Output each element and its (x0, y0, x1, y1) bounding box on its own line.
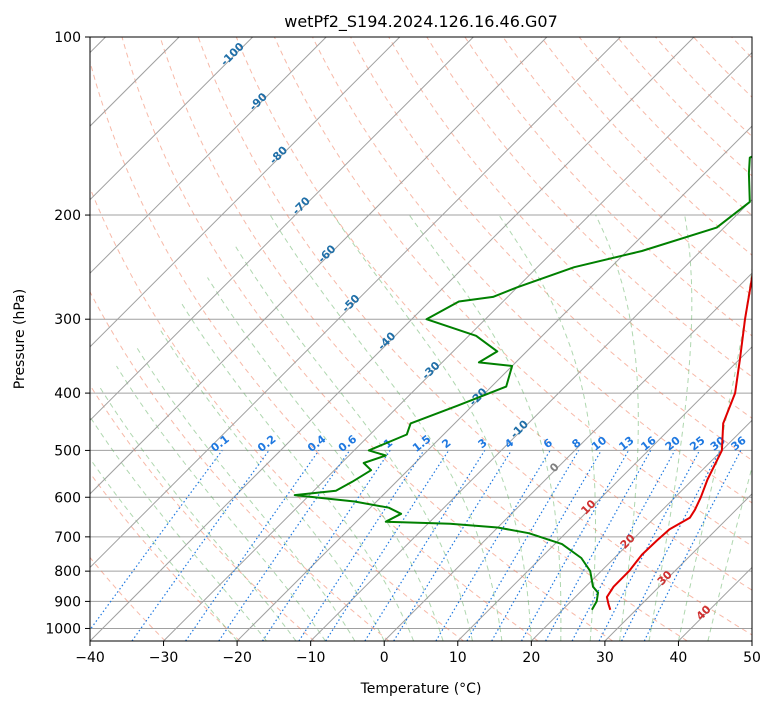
isotherm-line (530, 419, 752, 641)
mixing-ratio-line (435, 450, 551, 641)
isotherm-line (310, 198, 752, 641)
mixing-ratio-line (571, 450, 676, 641)
dry-adiabat (159, 37, 688, 641)
x-tick-label: 30 (596, 650, 614, 666)
mixing-ratio-line (491, 450, 602, 641)
dry-adiabat (121, 37, 613, 641)
x-tick-label: 0 (380, 650, 389, 666)
isotherms (90, 37, 752, 641)
mixing-ratio-line (218, 450, 351, 641)
pressure-gridlines (90, 37, 752, 629)
dry-adiabat (90, 186, 464, 641)
isotherm-line (383, 272, 752, 641)
moist-adiabat (498, 214, 596, 641)
moist-adiabat (90, 457, 238, 641)
dry-adiabat (616, 37, 752, 177)
x-tick-label: 50 (743, 650, 761, 666)
profile-series (293, 155, 752, 611)
x-axis-label: Temperature (°C) (360, 681, 482, 697)
moist-adiabat (677, 264, 752, 641)
y-tick-label: 300 (54, 312, 81, 328)
isotherm-line (457, 346, 752, 641)
y-tick-label: 500 (54, 443, 81, 459)
moist-adiabat (90, 415, 267, 641)
isotherm-line (90, 37, 254, 201)
moist-adiabat (116, 365, 326, 641)
moist-adiabat (207, 277, 444, 641)
dry-adiabat (90, 384, 315, 641)
dry-adiabat (90, 59, 539, 641)
x-tick-label: −20 (222, 650, 252, 666)
temperature-profile-line (605, 271, 752, 611)
dry-adiabat (350, 37, 752, 461)
moist-adiabat (98, 386, 297, 641)
dry-adiabat (312, 37, 752, 504)
y-tick-label: 900 (54, 594, 81, 610)
dry-adiabat (578, 37, 752, 217)
isotherm-line (90, 37, 401, 348)
dry-adiabats (90, 37, 752, 641)
chart-title: wetPf2_S194.2024.126.16.46.G07 (284, 12, 558, 32)
moist-adiabat (707, 465, 752, 641)
isotherm-line (90, 37, 548, 495)
dry-adiabat (540, 37, 752, 256)
y-axis-ticks: 100 200 300 400 500 600 700 800 900 1000 (45, 30, 90, 637)
x-tick-label: −10 (296, 650, 326, 666)
mixing-ratio-line (520, 450, 630, 641)
x-tick-label: −40 (75, 650, 105, 666)
moist-adiabat (408, 214, 562, 641)
mixing-ratio-line (325, 450, 450, 641)
moist-adiabat (332, 214, 532, 641)
isotherm-line (236, 125, 752, 641)
y-tick-label: 100 (54, 30, 81, 46)
y-tick-label: 600 (54, 490, 81, 506)
dry-adiabat (197, 37, 752, 636)
mixing-ratio-line (466, 450, 580, 641)
isotherm-line (90, 37, 327, 274)
moist-adiabat (179, 301, 415, 641)
dry-adiabat (90, 290, 390, 641)
mixing-ratio-line (545, 450, 652, 641)
x-tick-label: 20 (522, 650, 540, 666)
x-tick-label: 40 (670, 650, 688, 666)
isotherm-line (90, 37, 695, 641)
moist-adiabats (90, 214, 752, 641)
mixing-ratio-line (131, 450, 270, 641)
isotherm-line (604, 493, 752, 641)
dry-adiabat (90, 472, 241, 641)
x-tick-label: 10 (449, 650, 467, 666)
isotherm-line (90, 37, 474, 422)
plot-frame (89, 36, 753, 642)
isotherm-line (163, 51, 752, 641)
mixing-ratio-line (90, 450, 223, 631)
x-axis-ticks: −40 −30 −20 −10 0 10 20 30 40 50 (75, 641, 761, 666)
x-tick-label: −30 (149, 650, 179, 666)
y-tick-label: 700 (54, 530, 81, 546)
y-axis-label: Pressure (hPa) (12, 289, 28, 389)
dry-adiabat (235, 37, 752, 591)
y-tick-label: 800 (54, 564, 81, 580)
moist-adiabat (595, 214, 639, 641)
dry-adiabat (502, 37, 752, 296)
y-tick-label: 1000 (45, 621, 81, 637)
y-tick-label: 200 (54, 208, 81, 224)
y-tick-label: 400 (54, 386, 81, 402)
mixing-ratio-lines (90, 450, 742, 641)
moist-adiabat (136, 347, 356, 641)
dewpoint-profile-line (293, 155, 752, 611)
mixing-ratio-line (393, 450, 512, 641)
moist-adiabat (648, 214, 693, 641)
isotherm-line (90, 37, 621, 569)
mixing-ratio-line (364, 450, 486, 641)
moist-adiabat (158, 327, 385, 641)
plot-area: -100-90-80-70-60-50-40-30-20-10010203040… (90, 37, 752, 641)
moist-adiabat (234, 245, 473, 641)
moist-adiabat (269, 214, 503, 641)
